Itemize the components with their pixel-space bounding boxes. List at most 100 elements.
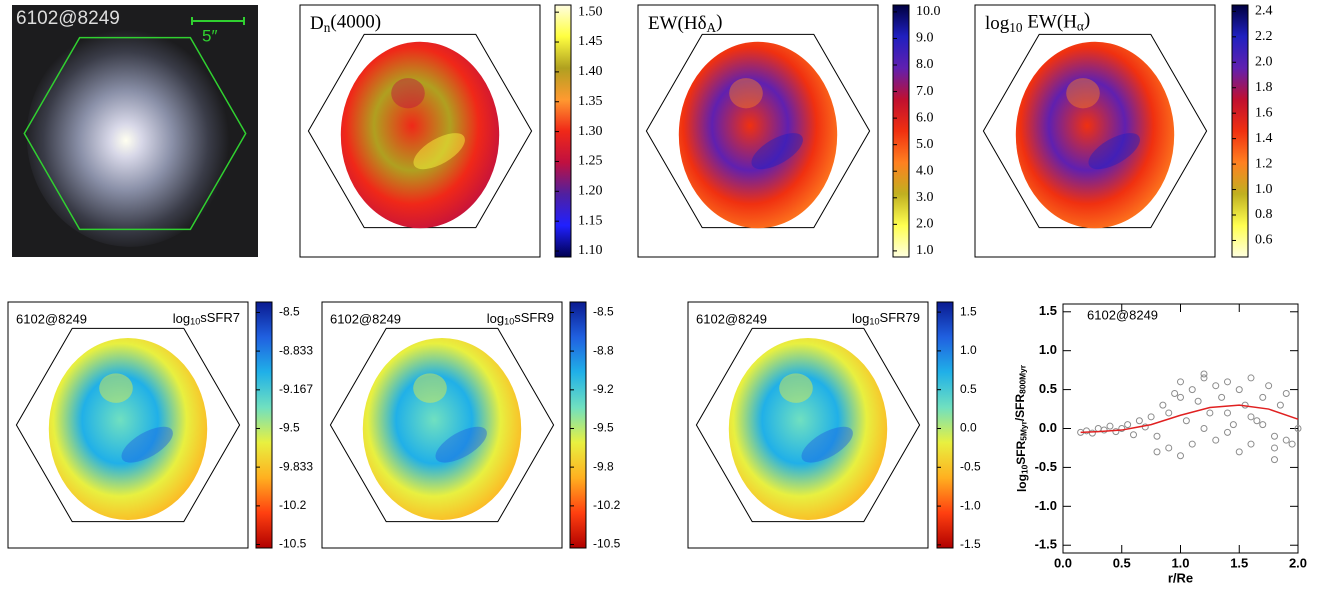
point	[1247, 413, 1255, 421]
point	[1094, 425, 1102, 432]
plate-ifu: 6102@8249	[1087, 307, 1158, 322]
ifu-footprint	[645, 33, 871, 229]
y-tick-label: -1.5	[1035, 537, 1057, 552]
map-title-part: sSFR9	[514, 310, 554, 325]
map-title-part: 10	[869, 317, 879, 327]
map-title-part: log	[173, 311, 190, 326]
map-image	[1015, 41, 1175, 229]
map-feature	[1088, 133, 1140, 170]
map-title-part: 10	[504, 317, 514, 327]
map-title-part: D	[310, 13, 324, 34]
y-axis-label-part: 10	[1020, 464, 1030, 474]
map-image	[678, 41, 838, 229]
point	[1229, 421, 1237, 429]
point	[1194, 397, 1202, 405]
map-title: EW(HδA)	[648, 12, 722, 35]
point	[1224, 428, 1231, 436]
colorbar-tick-label: 2.2	[1255, 29, 1273, 44]
map-title-part: )	[716, 12, 722, 33]
point	[1271, 432, 1278, 440]
colorbar-tick-label: 0.6	[1255, 233, 1273, 248]
point	[1088, 429, 1096, 437]
point	[1218, 393, 1226, 401]
colorbar-tick-label: 1.25	[578, 154, 603, 169]
colorbar-tick-label: -10.2	[593, 498, 621, 512]
map-title-part: log	[852, 311, 869, 326]
colorbar-tick-label: -9.8	[593, 459, 614, 473]
map-feature	[99, 373, 133, 403]
colorbar-tick-label: 1.20	[578, 184, 603, 199]
colorbar-tick-label: 1.45	[578, 34, 603, 49]
point	[1124, 421, 1132, 429]
point	[1182, 417, 1190, 425]
point	[1282, 436, 1290, 444]
map-feature	[413, 373, 447, 403]
y-axis-label-part: log	[1015, 474, 1029, 492]
colorbar-tick-label: 1.5	[960, 304, 977, 318]
point	[1276, 401, 1284, 409]
map-image	[362, 337, 522, 521]
colorbar	[936, 301, 954, 549]
colorbar	[1231, 4, 1249, 258]
colorbar-tick-label: 6.0	[916, 110, 934, 125]
colorbar-tick-label: 0.0	[960, 421, 977, 435]
colorbar	[255, 301, 273, 549]
colorbar-tick-label: -8.5	[593, 305, 614, 319]
point	[1135, 417, 1143, 425]
map-image	[48, 337, 208, 521]
colorbar-tick-label: -9.5	[279, 421, 300, 435]
map-title-part: n	[324, 20, 331, 35]
colorbar-tick-label: 0.8	[1255, 207, 1273, 222]
colorbar-tick-label: 1.8	[1255, 80, 1273, 95]
colorbar-tick-label: 1.0	[960, 343, 977, 357]
colorbar-tick-label: -10.2	[279, 498, 307, 512]
point	[1153, 448, 1161, 456]
colorbar-tick-label: 1.15	[578, 213, 603, 228]
map-feature	[729, 78, 763, 109]
map-title-part: EW(Hδ	[648, 13, 707, 34]
map-image	[340, 41, 500, 229]
map-feature	[801, 426, 853, 463]
point	[1188, 440, 1196, 448]
colorbar-tick-label: 2.0	[1255, 54, 1273, 69]
point	[1200, 374, 1208, 382]
scale-label: 5″	[202, 26, 217, 45]
plate-ifu: 6102@8249	[330, 311, 401, 326]
colorbar-tick-label: -8.8	[593, 343, 614, 357]
map-title-part: 10	[1009, 20, 1023, 35]
ifu-footprint	[23, 36, 247, 231]
point	[1253, 417, 1261, 425]
map-title-part: (4000)	[330, 12, 381, 33]
point	[1200, 425, 1208, 432]
point	[1118, 425, 1126, 432]
x-axis-label: r/Re	[1168, 570, 1193, 585]
colorbar-tick-label: -9.167	[279, 382, 313, 396]
colorbar-tick-label: 5.0	[916, 137, 934, 152]
colorbar-tick-label: 1.30	[578, 124, 603, 139]
colorbar-tick-label: 0.5	[960, 382, 977, 396]
colorbar-tick-label: 2.4	[1255, 4, 1273, 19]
point	[1224, 378, 1231, 386]
point	[1212, 436, 1220, 444]
point	[1224, 409, 1231, 417]
colorbar-tick-label: 9.0	[916, 31, 934, 46]
ifu-footprint	[329, 327, 555, 523]
x-tick-label: 1.5	[1230, 555, 1248, 570]
point	[1265, 382, 1273, 390]
ifu-footprint	[307, 33, 533, 229]
colorbar-tick-label: -9.833	[279, 459, 313, 473]
colorbar-tick-label: -8.833	[279, 343, 313, 357]
y-tick-label: -0.5	[1035, 459, 1057, 474]
point	[1165, 444, 1173, 452]
map-feature	[435, 426, 487, 463]
map-feature	[391, 78, 425, 109]
point	[1282, 389, 1290, 397]
x-tick-label: 0.0	[1054, 555, 1072, 570]
colorbar-tick-label: -10.5	[593, 537, 621, 551]
colorbar-tick-label: 8.0	[916, 57, 934, 72]
ifu-footprint	[982, 33, 1208, 229]
map-title-part: log	[487, 311, 504, 326]
point	[1112, 428, 1120, 436]
point	[1177, 378, 1184, 386]
trend-line	[1080, 404, 1299, 434]
